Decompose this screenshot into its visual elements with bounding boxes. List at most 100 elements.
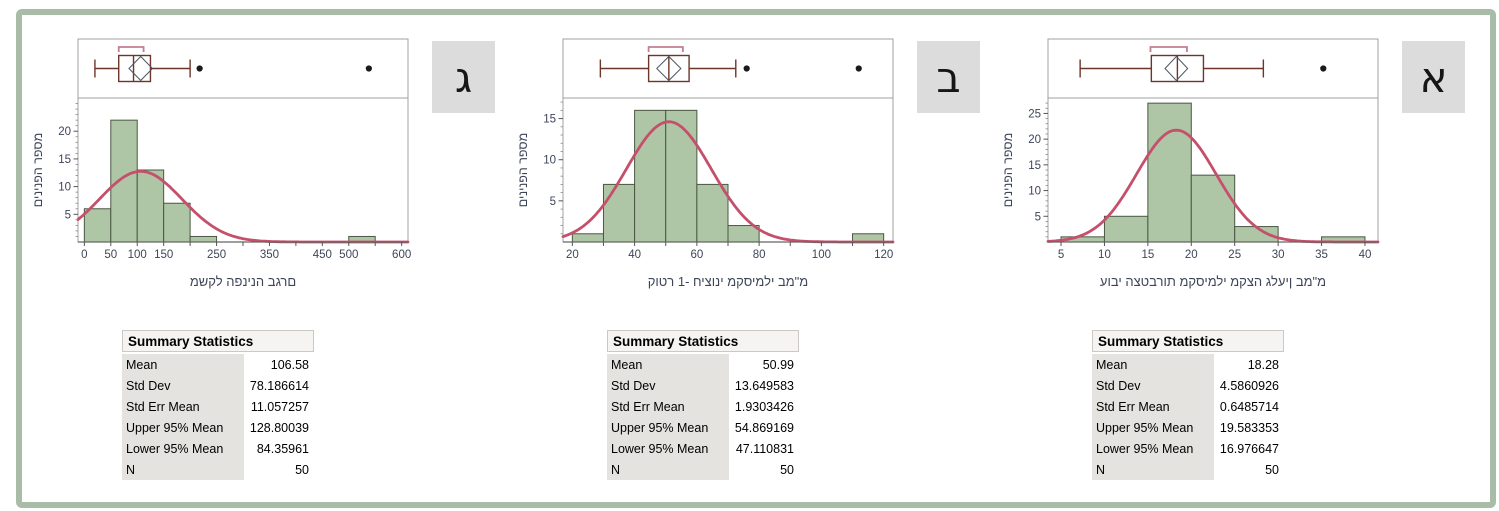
stat-label: Std Dev	[122, 375, 244, 396]
svg-text:25: 25	[1228, 249, 1241, 261]
svg-text:350: 350	[260, 249, 279, 261]
svg-text:10: 10	[543, 155, 556, 167]
summary-statistics-title: Summary Statistics	[1092, 330, 1284, 352]
stat-value: 54.869169	[729, 420, 799, 435]
stat-label: Std Err Mean	[607, 396, 729, 417]
svg-text:40: 40	[1359, 249, 1372, 261]
stat-row: Upper 95% Mean 19.583353	[1092, 417, 1284, 438]
svg-text:20: 20	[1028, 134, 1041, 146]
svg-text:600: 600	[392, 249, 411, 261]
panel-gimel: 0 50 100 150 250 350 450 500 600 5 10 15 20 מספר הפנ…	[30, 36, 500, 496]
stat-label: Std Dev	[607, 375, 729, 396]
svg-text:15: 15	[1028, 160, 1041, 172]
histogram-boxplot-chart-gimel: 0 50 100 150 250 350 450 500 600 5 10 15 20	[58, 38, 411, 261]
svg-text:25: 25	[1028, 108, 1041, 120]
stat-row: Upper 95% Mean 54.869169	[607, 417, 799, 438]
stat-label: Upper 95% Mean	[122, 417, 244, 438]
svg-text:15: 15	[1141, 249, 1154, 261]
stat-value: 11.057257	[244, 399, 314, 414]
summary-statistics-title: Summary Statistics	[607, 330, 799, 352]
summary-statistics-table: Summary Statistics Mean 106.58 Std Dev 78.…	[122, 330, 314, 480]
stat-label: Upper 95% Mean	[1092, 417, 1214, 438]
stat-label: Upper 95% Mean	[607, 417, 729, 438]
stat-row: Mean 50.99	[607, 354, 799, 375]
svg-text:10: 10	[1098, 249, 1111, 261]
svg-text:35: 35	[1315, 249, 1328, 261]
svg-text:20: 20	[58, 126, 71, 138]
stat-value: 16.976647	[1214, 441, 1284, 456]
panel-letter-badge: ב	[917, 41, 980, 113]
panel-alef: 5 10 15 20 25 30 35 40 5 10 15 20 25 מספר הפנינים עו…	[1000, 36, 1470, 496]
svg-text:100: 100	[128, 249, 147, 261]
summary-statistics-body: Mean 18.28 Std Dev 4.5860926 Std Err Mean 0…	[1092, 354, 1284, 480]
stat-label: N	[1092, 459, 1214, 480]
stat-value: 47.110831	[729, 441, 799, 456]
stat-label: Lower 95% Mean	[607, 438, 729, 459]
summary-statistics-body: Mean 50.99 Std Dev 13.649583 Std Err Mean 1…	[607, 354, 799, 480]
panel-bet: 20 40 60 80 100 120 5 10 15 מספר הפנינים קוטר 1-…	[515, 36, 985, 496]
stat-row: Std Dev 4.5860926	[1092, 375, 1284, 396]
stat-value: 106.58	[244, 357, 314, 372]
histogram-boxplot-chart-alef: 5 10 15 20 25 30 35 40 5 10 15 20 25	[1028, 38, 1380, 261]
x-axis-label: משקל הפנינה בגרם	[189, 274, 297, 289]
svg-text:20: 20	[1185, 249, 1198, 261]
svg-text:80: 80	[753, 249, 766, 261]
svg-text:15: 15	[58, 154, 71, 166]
y-axis-label: מספר הפנינים	[516, 132, 530, 208]
stat-label: N	[122, 459, 244, 480]
svg-text:5: 5	[1058, 249, 1064, 261]
svg-text:250: 250	[207, 249, 226, 261]
stat-value: 50.99	[729, 357, 799, 372]
stat-value: 19.583353	[1214, 420, 1284, 435]
panel-letter-badge: ג	[432, 41, 495, 113]
stat-label: Std Err Mean	[1092, 396, 1214, 417]
y-axis-label: מספר הפנינים	[31, 132, 45, 208]
stat-label: Mean	[607, 354, 729, 375]
svg-text:450: 450	[313, 249, 332, 261]
stat-label: Std Err Mean	[122, 396, 244, 417]
svg-text:100: 100	[812, 249, 831, 261]
svg-text:10: 10	[1028, 186, 1041, 198]
stat-label: Lower 95% Mean	[122, 438, 244, 459]
stat-label: N	[607, 459, 729, 480]
svg-text:120: 120	[874, 249, 893, 261]
svg-text:60: 60	[690, 249, 703, 261]
stat-row: N 50	[1092, 459, 1284, 480]
svg-text:30: 30	[1272, 249, 1285, 261]
stat-row: Lower 95% Mean 16.976647	[1092, 438, 1284, 459]
stat-row: Std Dev 13.649583	[607, 375, 799, 396]
svg-text:20: 20	[566, 249, 579, 261]
stat-value: 0.6485714	[1214, 399, 1284, 414]
x-axis-label: קוטר 1- חיצוני מקסימלי במ"מ	[647, 274, 809, 289]
stat-row: Std Dev 78.186614	[122, 375, 314, 396]
summary-statistics-table: Summary Statistics Mean 18.28 Std Dev 4.58…	[1092, 330, 1284, 480]
stat-label: Mean	[1092, 354, 1214, 375]
stat-row: Std Err Mean 0.6485714	[1092, 396, 1284, 417]
stat-row: N 50	[122, 459, 314, 480]
svg-text:5: 5	[65, 209, 71, 221]
svg-text:5: 5	[1035, 211, 1041, 223]
stat-row: Mean 106.58	[122, 354, 314, 375]
svg-text:50: 50	[104, 249, 117, 261]
stat-label: Lower 95% Mean	[1092, 438, 1214, 459]
stat-label: Mean	[122, 354, 244, 375]
stat-value: 18.28	[1214, 357, 1284, 372]
svg-text:150: 150	[154, 249, 173, 261]
stat-value: 50	[1214, 462, 1284, 477]
stat-row: N 50	[607, 459, 799, 480]
stat-value: 4.5860926	[1214, 378, 1284, 393]
svg-text:500: 500	[339, 249, 358, 261]
histogram-boxplot-chart-bet: 20 40 60 80 100 120 5 10 15	[543, 38, 895, 261]
svg-text:0: 0	[81, 249, 87, 261]
stat-value: 50	[729, 462, 799, 477]
stat-value: 78.186614	[244, 378, 314, 393]
stat-row: Lower 95% Mean 47.110831	[607, 438, 799, 459]
summary-statistics-table: Summary Statistics Mean 50.99 Std Dev 13.6…	[607, 330, 799, 480]
svg-text:15: 15	[543, 114, 556, 126]
stat-row: Std Err Mean 11.057257	[122, 396, 314, 417]
panel-letter-badge: א	[1402, 41, 1465, 113]
summary-statistics-body: Mean 106.58 Std Dev 78.186614 Std Err Mean…	[122, 354, 314, 480]
svg-text:10: 10	[58, 182, 71, 194]
svg-text:40: 40	[628, 249, 641, 261]
stat-value: 1.9303426	[729, 399, 799, 414]
